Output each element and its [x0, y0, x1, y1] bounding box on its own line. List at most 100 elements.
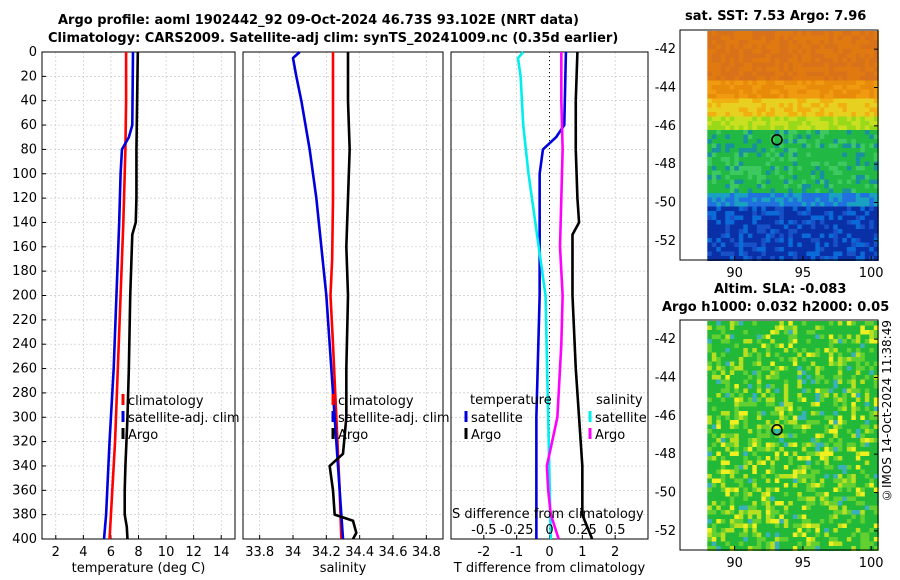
sst-map-cell	[752, 94, 758, 99]
sst-map-cell	[707, 98, 713, 104]
sst-map-cell	[860, 94, 866, 99]
sla-map-cell	[846, 343, 852, 349]
sst-map-cell	[770, 85, 776, 90]
sla-map-cell	[819, 339, 825, 344]
sla-map-cell	[864, 325, 870, 331]
sla-map-cell	[855, 321, 861, 326]
sst-map-cell	[783, 179, 789, 185]
sst-map-cell	[707, 220, 713, 225]
sla-map-cell	[864, 357, 870, 362]
sst-map-cell	[729, 197, 735, 203]
sst-map-cell	[738, 188, 744, 194]
sst-map-cell	[716, 220, 722, 225]
sst-map-cell	[707, 179, 713, 185]
sla-map-cell	[855, 447, 861, 452]
sla-map-cell	[833, 420, 839, 425]
sla-map-cell	[792, 532, 798, 538]
sst-map-cell	[806, 143, 812, 149]
sst-map-cell	[783, 215, 789, 221]
sst-map-cell	[734, 85, 740, 90]
sla-map-cell	[783, 411, 789, 416]
sla-map-cell	[752, 496, 758, 502]
sst-map-cell	[815, 157, 821, 162]
sst-map-cell	[725, 103, 731, 108]
sla-map-cell	[711, 370, 717, 376]
sst-map-cell	[743, 206, 749, 212]
sst-map-cell	[869, 238, 875, 243]
sst-map-cell	[720, 143, 726, 149]
sst-map-cell	[828, 170, 834, 176]
sla-map-cell	[810, 487, 816, 493]
sla-map-cell	[711, 393, 717, 398]
sla-map-cell	[819, 532, 825, 538]
sst-map-cell	[720, 85, 726, 90]
sla-map-cell	[792, 465, 798, 470]
sla-map-cell	[788, 469, 794, 475]
sst-map-cell	[792, 40, 798, 45]
sst-map-cell	[833, 229, 839, 234]
sst-map-cell	[770, 112, 776, 117]
sla-map-cell	[869, 447, 875, 452]
sst-map-cell	[729, 49, 735, 54]
sla-map-cell	[770, 492, 776, 497]
sst-map-cell	[716, 134, 722, 140]
sla-map-cell	[770, 339, 776, 344]
sst-map-cell	[851, 170, 857, 176]
sst-map-cell	[801, 206, 807, 212]
sla-map-cell	[779, 532, 785, 538]
sst-map-cell	[864, 197, 870, 203]
sst-map-cell	[761, 85, 767, 90]
sla-map-cell	[797, 460, 803, 466]
sla-map-cell	[779, 442, 785, 448]
sla-map-cell	[752, 546, 758, 551]
sst-map-cell	[738, 31, 744, 36]
sla-map-cell	[819, 447, 825, 452]
sst-map-cell	[752, 31, 758, 36]
y-tick-label: 260	[12, 362, 37, 377]
sla-map-cell	[869, 388, 875, 394]
sst-map-cell	[864, 121, 870, 126]
sla-map-cell	[729, 406, 735, 412]
sst-map-cell	[711, 202, 717, 207]
sla-map-cell	[747, 339, 753, 344]
sla-map-cell	[783, 375, 789, 380]
sst-map-cell	[824, 170, 830, 176]
sst-map-cell	[810, 107, 816, 113]
sla-map-cell	[833, 537, 839, 542]
sst-map-cell	[846, 215, 852, 221]
sla-map-cell	[743, 411, 749, 416]
sst-map-cell	[711, 40, 717, 45]
sst-map-border	[679, 29, 879, 261]
sst-map-cell	[765, 139, 771, 144]
sst-map-cell	[801, 103, 807, 108]
sst-map-cell	[716, 148, 722, 153]
sla-map-cell	[734, 361, 740, 367]
sla-map-cell	[801, 334, 807, 340]
sst-map-cell	[828, 85, 834, 90]
sst-map-cell	[738, 107, 744, 113]
sst-map-cell	[788, 229, 794, 234]
sst-map-cell	[747, 116, 753, 122]
sla-map-cell	[761, 546, 767, 551]
sla-map-cell	[846, 510, 852, 515]
sla-map-cell	[738, 478, 744, 484]
sst-map-cell	[864, 85, 870, 90]
sst-map-cell	[756, 229, 762, 234]
sla-map-cell	[828, 532, 834, 538]
sst-map-cell	[734, 125, 740, 131]
sst-map-cell	[828, 202, 834, 207]
sla-map-cell	[828, 442, 834, 448]
sst-map-cell	[738, 233, 744, 239]
sst-map-cell	[842, 229, 848, 234]
sla-map-cell	[860, 442, 866, 448]
sst-map-cell	[824, 85, 830, 90]
sla-map-cell	[792, 370, 798, 376]
sla-map-cell	[797, 343, 803, 349]
sla-map-cell	[738, 510, 744, 515]
sst-map-cell	[711, 71, 717, 77]
sst-map-cell	[819, 107, 825, 113]
sla-map-cell	[851, 469, 857, 475]
sla-map-cell	[783, 424, 789, 430]
sla-map-cell	[860, 496, 866, 502]
sla-map-cell	[756, 424, 762, 430]
